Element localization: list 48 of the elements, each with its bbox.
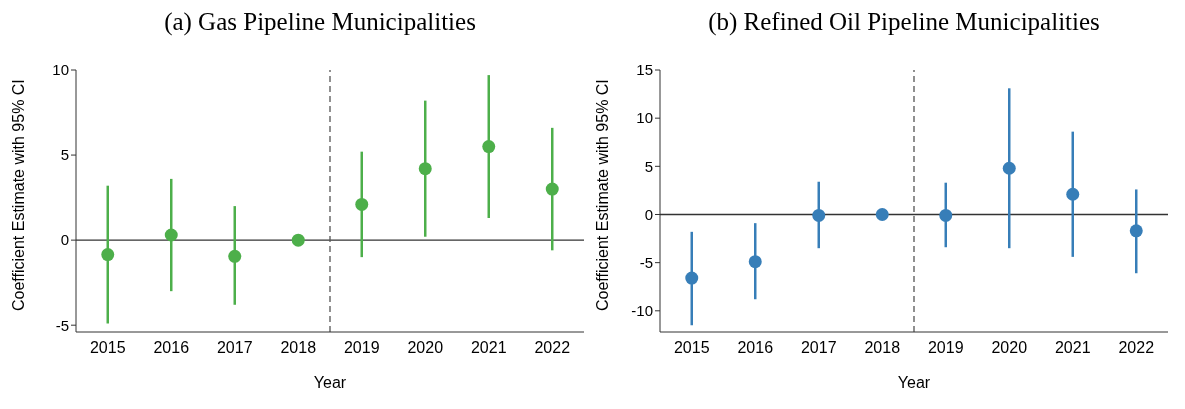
point bbox=[1066, 187, 1080, 201]
y-tick-label: -5 bbox=[639, 253, 653, 271]
point bbox=[164, 228, 178, 242]
point bbox=[1129, 224, 1143, 238]
x-tick-label: 2016 bbox=[153, 339, 190, 357]
point bbox=[875, 207, 889, 221]
y-tick-label: 0 bbox=[60, 231, 69, 249]
x-tick-label: 2017 bbox=[800, 339, 837, 357]
point bbox=[1002, 161, 1016, 175]
point bbox=[291, 233, 305, 247]
y-tick-label: 15 bbox=[636, 61, 653, 79]
chart-title: (b) Refined Oil Pipeline Municipalities bbox=[707, 8, 1101, 38]
x-tick-label: 2019 bbox=[343, 339, 380, 357]
x-tick-label: 2018 bbox=[280, 339, 317, 357]
y-tick-label: -10 bbox=[631, 302, 653, 320]
x-tick-label: 2021 bbox=[1054, 339, 1091, 357]
y-tick-label: 10 bbox=[52, 61, 69, 79]
x-tick-label: 2017 bbox=[216, 339, 253, 357]
point bbox=[685, 271, 699, 285]
x-tick-label: 2015 bbox=[89, 339, 126, 357]
x-tick-label: 2016 bbox=[737, 339, 774, 357]
point bbox=[482, 140, 496, 154]
y-tick-label: -5 bbox=[55, 316, 69, 334]
x-tick-label: 2020 bbox=[991, 339, 1028, 357]
y-axis-title: Coefficient Estimate with 95% CI bbox=[593, 79, 611, 311]
x-axis-title: Year bbox=[897, 374, 931, 391]
point bbox=[101, 248, 115, 262]
point bbox=[545, 182, 559, 196]
point bbox=[228, 249, 242, 263]
x-tick-label: 2019 bbox=[927, 339, 964, 357]
y-tick-label: 5 bbox=[644, 157, 653, 175]
y-tick-label: 10 bbox=[636, 109, 653, 127]
x-tick-label: 2020 bbox=[407, 339, 444, 357]
point bbox=[355, 197, 369, 211]
point bbox=[748, 255, 762, 269]
chart-title: (a) Gas Pipeline Municipalities bbox=[163, 8, 477, 38]
x-axis-title: Year bbox=[313, 374, 347, 391]
y-tick-label: 0 bbox=[644, 205, 653, 223]
point bbox=[939, 208, 953, 222]
x-tick-label: 2018 bbox=[864, 339, 901, 357]
x-tick-label: 2022 bbox=[534, 339, 571, 357]
x-tick-label: 2021 bbox=[470, 339, 507, 357]
x-tick-label: 2015 bbox=[673, 339, 710, 357]
x-tick-label: 2022 bbox=[1118, 339, 1155, 357]
y-axis-title: Coefficient Estimate with 95% CI bbox=[9, 79, 27, 311]
point bbox=[812, 208, 826, 222]
y-tick-label: 5 bbox=[60, 146, 69, 164]
point bbox=[418, 162, 432, 176]
